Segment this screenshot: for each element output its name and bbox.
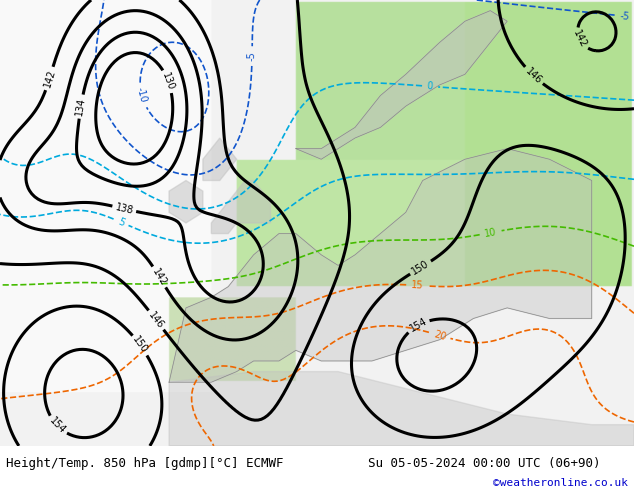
Text: 154: 154 xyxy=(408,317,429,334)
Text: 138: 138 xyxy=(114,202,134,216)
Text: 146: 146 xyxy=(146,310,165,330)
Text: 0: 0 xyxy=(427,81,434,92)
Polygon shape xyxy=(169,371,634,446)
Text: -10: -10 xyxy=(135,86,149,104)
Text: Su 05-05-2024 00:00 UTC (06+90): Su 05-05-2024 00:00 UTC (06+90) xyxy=(368,457,600,470)
Text: 15: 15 xyxy=(411,280,424,291)
Text: 134: 134 xyxy=(75,97,87,117)
Polygon shape xyxy=(169,180,203,223)
Polygon shape xyxy=(211,180,271,234)
Text: 154: 154 xyxy=(48,416,67,436)
Text: 150: 150 xyxy=(410,258,431,277)
Polygon shape xyxy=(169,148,592,382)
Text: 10: 10 xyxy=(484,227,498,239)
Text: 150: 150 xyxy=(131,335,150,356)
Text: 142: 142 xyxy=(150,267,169,288)
Polygon shape xyxy=(203,138,236,180)
Text: 142: 142 xyxy=(42,68,57,89)
Text: 146: 146 xyxy=(524,66,544,86)
Text: 20: 20 xyxy=(432,329,447,342)
Text: Height/Temp. 850 hPa [gdmp][°C] ECMWF: Height/Temp. 850 hPa [gdmp][°C] ECMWF xyxy=(6,457,284,470)
Text: ©weatheronline.co.uk: ©weatheronline.co.uk xyxy=(493,478,628,489)
Text: 130: 130 xyxy=(160,71,176,92)
Text: -5: -5 xyxy=(247,51,257,61)
Text: 5: 5 xyxy=(116,217,126,228)
Polygon shape xyxy=(296,11,507,159)
Text: 142: 142 xyxy=(571,29,588,50)
Text: -5: -5 xyxy=(619,11,630,22)
